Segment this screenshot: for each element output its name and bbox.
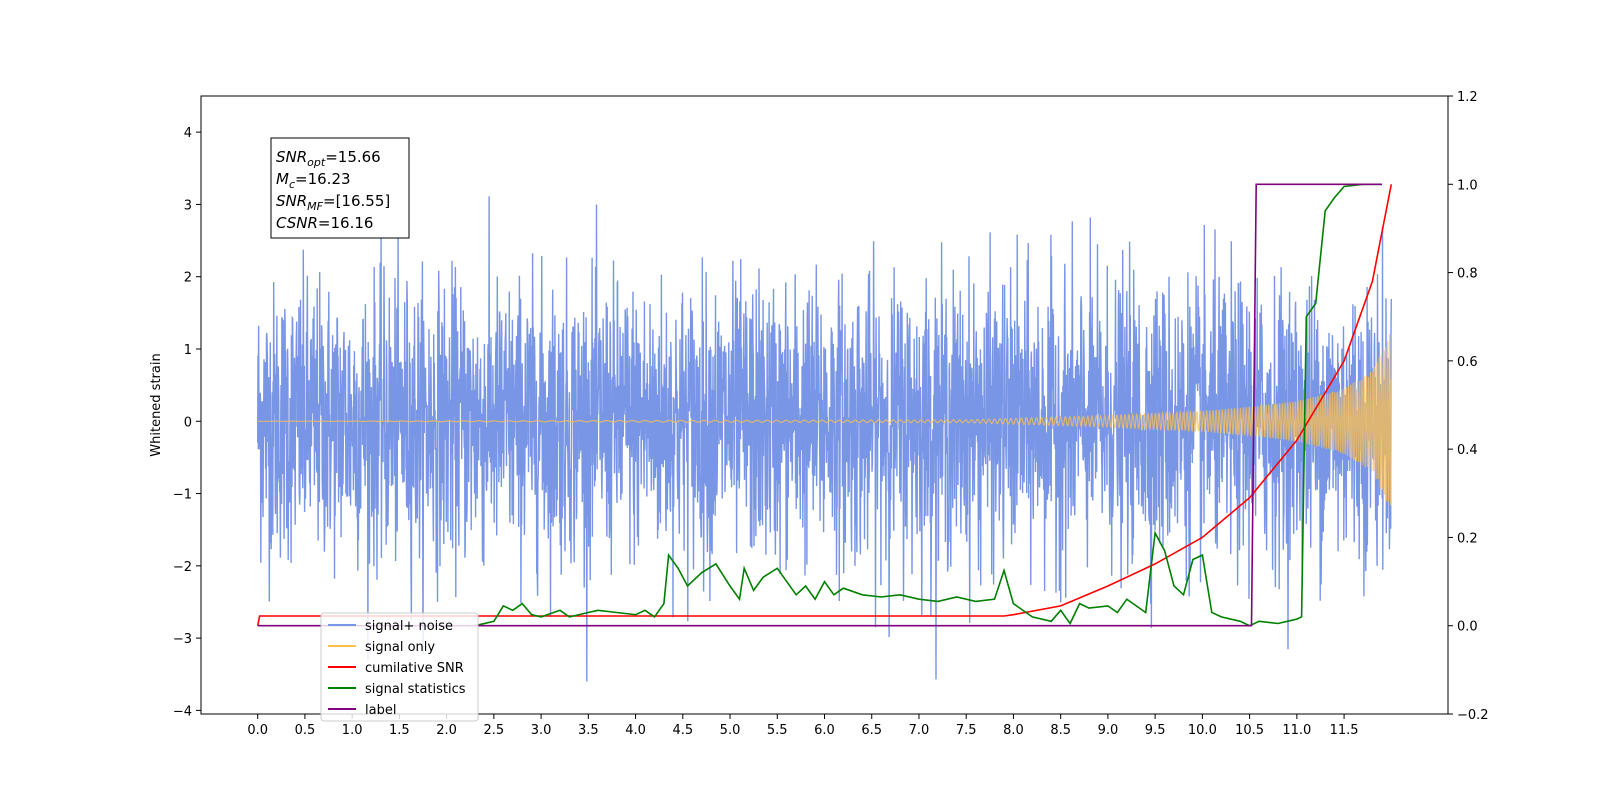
legend-frame <box>320 612 479 722</box>
legend: signal+ noise signal only cumilative SNR si… <box>320 612 479 722</box>
legend-entry-label: signal+ noise <box>365 619 453 634</box>
y2-tick-label: 1.2 <box>1457 90 1478 105</box>
x-tick-label: 1.5 <box>389 723 410 738</box>
annotation-subscript: MF <box>307 200 323 213</box>
annotation-symbol: CSNR <box>276 214 318 232</box>
y2-tick-label: 0.0 <box>1457 620 1478 635</box>
x-axis: 0.0 0.5 1.0 1.5 2.0 2.5 3.0 3.5 4.0 4.5 5.0 5.5 6.0 6… <box>247 714 1359 738</box>
annotation-value: =[16.55] <box>323 192 390 210</box>
y-tick-label: −4 <box>173 704 192 719</box>
x-tick-label: 9.0 <box>1098 723 1119 738</box>
x-tick-label: 10.5 <box>1235 723 1264 738</box>
snr-annotation-box: SNRopt=15.66Mc=16.23SNRMF=[16.55]CSNR=16… <box>270 137 410 239</box>
x-tick-label: 3.5 <box>578 723 599 738</box>
annotation-line: CSNR=16.16 <box>276 214 373 232</box>
annotation-symbol: M <box>276 170 289 188</box>
legend-entry-label: signal statistics <box>365 682 466 697</box>
series-signal-only-line <box>257 334 1392 506</box>
x-tick-label: 10.0 <box>1188 723 1217 738</box>
y-tick-label: 0 <box>184 415 192 430</box>
y-tick-label: 4 <box>184 126 192 141</box>
x-tick-label: 8.0 <box>1003 723 1024 738</box>
x-tick-label: 8.5 <box>1050 723 1071 738</box>
legend-entry-label: signal only <box>365 640 435 655</box>
series-signal-noise-line <box>257 196 1392 682</box>
y-tick-label: 2 <box>184 271 192 286</box>
annotation-box-frame <box>270 137 410 239</box>
x-tick-label: 6.5 <box>861 723 882 738</box>
x-tick-label: 7.5 <box>956 723 977 738</box>
annotation-line: SNRMF=[16.55] <box>276 192 390 213</box>
y2-tick-label: 0.2 <box>1457 531 1478 546</box>
x-tick-label: 5.5 <box>767 723 788 738</box>
y-axis-label: Whitened strain <box>149 353 164 456</box>
legend-entry-label: cumilative SNR <box>365 661 464 676</box>
annotation-value: =16.16 <box>318 214 374 232</box>
x-tick-label: 5.0 <box>720 723 741 738</box>
y-axis-right: 1.2 1.0 0.8 0.6 0.4 0.2 0.0 −0.2 <box>1448 90 1489 723</box>
x-tick-label: 4.5 <box>672 723 693 738</box>
x-tick-label: 11.5 <box>1330 723 1359 738</box>
annotation-line: SNRopt=15.66 <box>276 148 381 169</box>
annotation-symbol: SNR <box>276 148 307 166</box>
y2-tick-label: 1.0 <box>1457 178 1478 193</box>
y2-tick-label: 0.6 <box>1457 355 1478 370</box>
y-tick-label: −2 <box>173 560 192 575</box>
x-tick-label: 3.0 <box>531 723 552 738</box>
x-tick-label: 2.0 <box>436 723 457 738</box>
x-tick-label: 0.0 <box>247 723 268 738</box>
x-tick-label: 7.0 <box>909 723 930 738</box>
annotation-line: Mc=16.23 <box>276 170 351 191</box>
y-tick-label: −3 <box>173 632 192 647</box>
plot-area <box>256 183 1393 682</box>
annotation-symbol: SNR <box>276 192 307 210</box>
y-axis-left: 4 3 2 1 0 −1 −2 −3 −4 <box>173 126 201 719</box>
x-tick-label: 4.0 <box>625 723 646 738</box>
annotation-value: =15.66 <box>325 148 381 166</box>
y-tick-label: −1 <box>173 488 192 503</box>
series-label-line <box>257 183 1382 627</box>
y2-tick-label: −0.2 <box>1457 708 1489 723</box>
y2-tick-label: 0.8 <box>1457 267 1478 282</box>
y-tick-label: 3 <box>184 198 192 213</box>
x-tick-label: 0.5 <box>295 723 316 738</box>
series-cumilative-snr-line <box>256 184 1393 626</box>
annotation-value: =16.23 <box>295 170 351 188</box>
x-tick-label: 9.5 <box>1145 723 1166 738</box>
annotation-subscript: c <box>289 178 295 191</box>
legend-entry-label: label <box>365 703 396 718</box>
x-tick-label: 1.0 <box>342 723 363 738</box>
y-tick-label: 1 <box>184 343 192 358</box>
y2-tick-label: 0.4 <box>1457 443 1478 458</box>
annotation-subscript: opt <box>307 156 326 169</box>
series-signal-statistics-line <box>474 183 1382 627</box>
x-tick-label: 11.0 <box>1282 723 1311 738</box>
x-tick-label: 6.0 <box>814 723 835 738</box>
x-tick-label: 2.5 <box>484 723 505 738</box>
